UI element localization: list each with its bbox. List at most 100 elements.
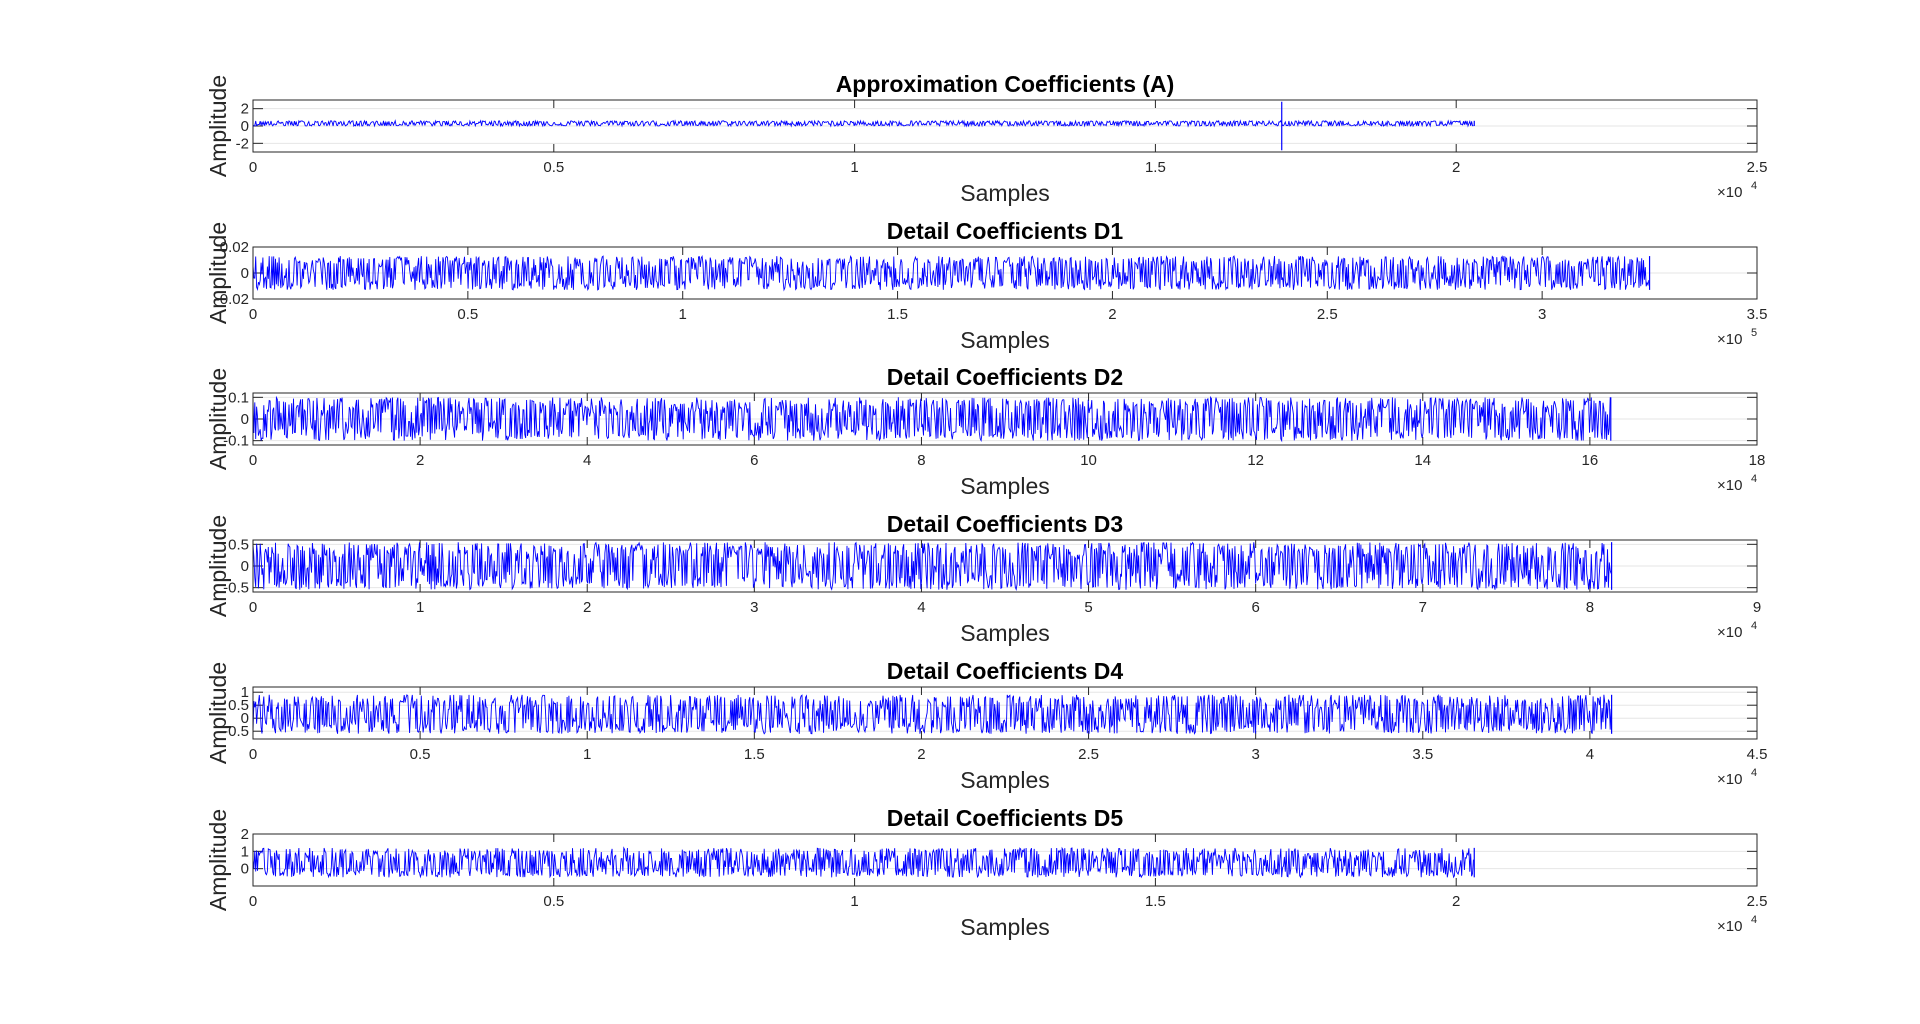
x-tick-label: 2 [1452, 159, 1460, 176]
x-tick-label: 0 [249, 893, 257, 910]
y-tick-label: 0 [241, 411, 249, 428]
x-tick-label: 2 [416, 452, 424, 469]
x-exponent-label: ×10 [1717, 771, 1742, 788]
x-tick-label: 0 [249, 452, 257, 469]
x-tick-label: 0 [249, 599, 257, 616]
y-tick-label: -0.02 [215, 291, 249, 308]
signal-line [252, 693, 1612, 735]
x-axis-label: Samples [960, 327, 1049, 353]
y-tick-label: 0 [241, 710, 249, 727]
y-axis-label: Amplitude [205, 662, 231, 764]
signal-line [252, 395, 1611, 443]
y-tick-label: 0 [241, 265, 249, 282]
x-tick-label: 2 [1452, 893, 1460, 910]
x-tick-label: 1 [416, 599, 424, 616]
x-tick-label: 2.5 [1078, 746, 1099, 763]
x-tick-label: 1.5 [1145, 159, 1166, 176]
x-tick-label: 0.5 [543, 893, 564, 910]
y-tick-label: 0.5 [228, 536, 249, 553]
x-tick-label: 1.5 [1145, 893, 1166, 910]
y-tick-label: 0 [241, 118, 249, 135]
axes-box [252, 392, 1758, 446]
x-tick-label: 1 [850, 893, 858, 910]
x-tick-label: 0.5 [410, 746, 431, 763]
y-tick-label: 0.1 [228, 389, 249, 406]
x-tick-label: 3.5 [1747, 306, 1768, 323]
x-tick-label: 0.5 [543, 159, 564, 176]
x-tick-label: 0 [249, 746, 257, 763]
x-tick-label: 3 [750, 599, 758, 616]
signal-line [252, 254, 1650, 292]
x-tick-label: 0 [249, 159, 257, 176]
y-tick-label: 0 [241, 558, 249, 575]
x-tick-label: 0 [249, 306, 257, 323]
x-exponent-power: 4 [1751, 620, 1757, 632]
y-axis-label: Amplitude [205, 222, 231, 324]
x-tick-label: 2.5 [1747, 893, 1768, 910]
x-tick-label: 1 [850, 159, 858, 176]
x-exponent-power: 4 [1751, 180, 1757, 192]
y-tick-label: 1 [241, 684, 249, 701]
x-tick-label: 4 [917, 599, 925, 616]
signal-line [252, 541, 1612, 592]
x-tick-label: 2 [917, 746, 925, 763]
x-tick-label: 4 [583, 452, 591, 469]
axes-box [252, 99, 1758, 153]
x-tick-label: 10 [1080, 452, 1097, 469]
x-tick-label: 6 [1251, 599, 1259, 616]
signal-line [252, 119, 1474, 128]
x-tick-label: 1.5 [744, 746, 765, 763]
x-tick-label: 3.5 [1412, 746, 1433, 763]
subplot-title: Detail Coefficients D1 [887, 218, 1124, 244]
x-tick-label: 18 [1749, 452, 1766, 469]
y-axis-label: Amplitude [205, 368, 231, 470]
x-axis-label: Samples [960, 767, 1049, 793]
axes-box [252, 833, 1758, 887]
subplot-title: Approximation Coefficients (A) [836, 71, 1175, 97]
x-tick-label: 2.5 [1747, 159, 1768, 176]
y-axis-label: Amplitude [205, 75, 231, 177]
x-exponent-label: ×10 [1717, 624, 1742, 641]
y-axis-label: Amplitude [205, 515, 231, 617]
x-exponent-label: ×10 [1717, 331, 1742, 348]
x-exponent-power: 5 [1751, 327, 1757, 339]
x-exponent-power: 4 [1751, 473, 1757, 485]
x-tick-label: 3 [1251, 746, 1259, 763]
x-tick-label: 2 [583, 599, 591, 616]
x-tick-label: 8 [1586, 599, 1594, 616]
subplot-title: Detail Coefficients D5 [887, 805, 1124, 831]
x-tick-label: 1 [679, 306, 687, 323]
x-tick-label: 12 [1247, 452, 1264, 469]
x-tick-label: 2 [1108, 306, 1116, 323]
signal-line [252, 846, 1474, 879]
x-exponent-label: ×10 [1717, 918, 1742, 935]
y-tick-label: -2 [236, 135, 249, 152]
y-tick-label: -0.1 [223, 433, 249, 450]
axes-box [252, 246, 1758, 300]
y-tick-label: 2 [241, 826, 249, 843]
x-exponent-power: 4 [1751, 914, 1757, 926]
subplot-title: Detail Coefficients D4 [887, 658, 1124, 684]
y-tick-label: 0.02 [220, 239, 249, 256]
x-axis-label: Samples [960, 473, 1049, 499]
x-exponent-power: 4 [1751, 767, 1757, 779]
y-tick-label: 0 [241, 861, 249, 878]
x-exponent-label: ×10 [1717, 477, 1742, 494]
x-tick-label: 1.5 [887, 306, 908, 323]
x-tick-label: 14 [1414, 452, 1431, 469]
y-tick-label: -0.5 [223, 580, 249, 597]
y-tick-label: -0.5 [223, 723, 249, 740]
x-tick-label: 0.5 [457, 306, 478, 323]
x-tick-label: 3 [1538, 306, 1546, 323]
x-tick-label: 16 [1582, 452, 1599, 469]
subplot-title: Detail Coefficients D3 [887, 511, 1123, 537]
axes-box [252, 539, 1758, 593]
x-exponent-label: ×10 [1717, 184, 1742, 201]
subplot-title: Detail Coefficients D2 [887, 364, 1123, 390]
